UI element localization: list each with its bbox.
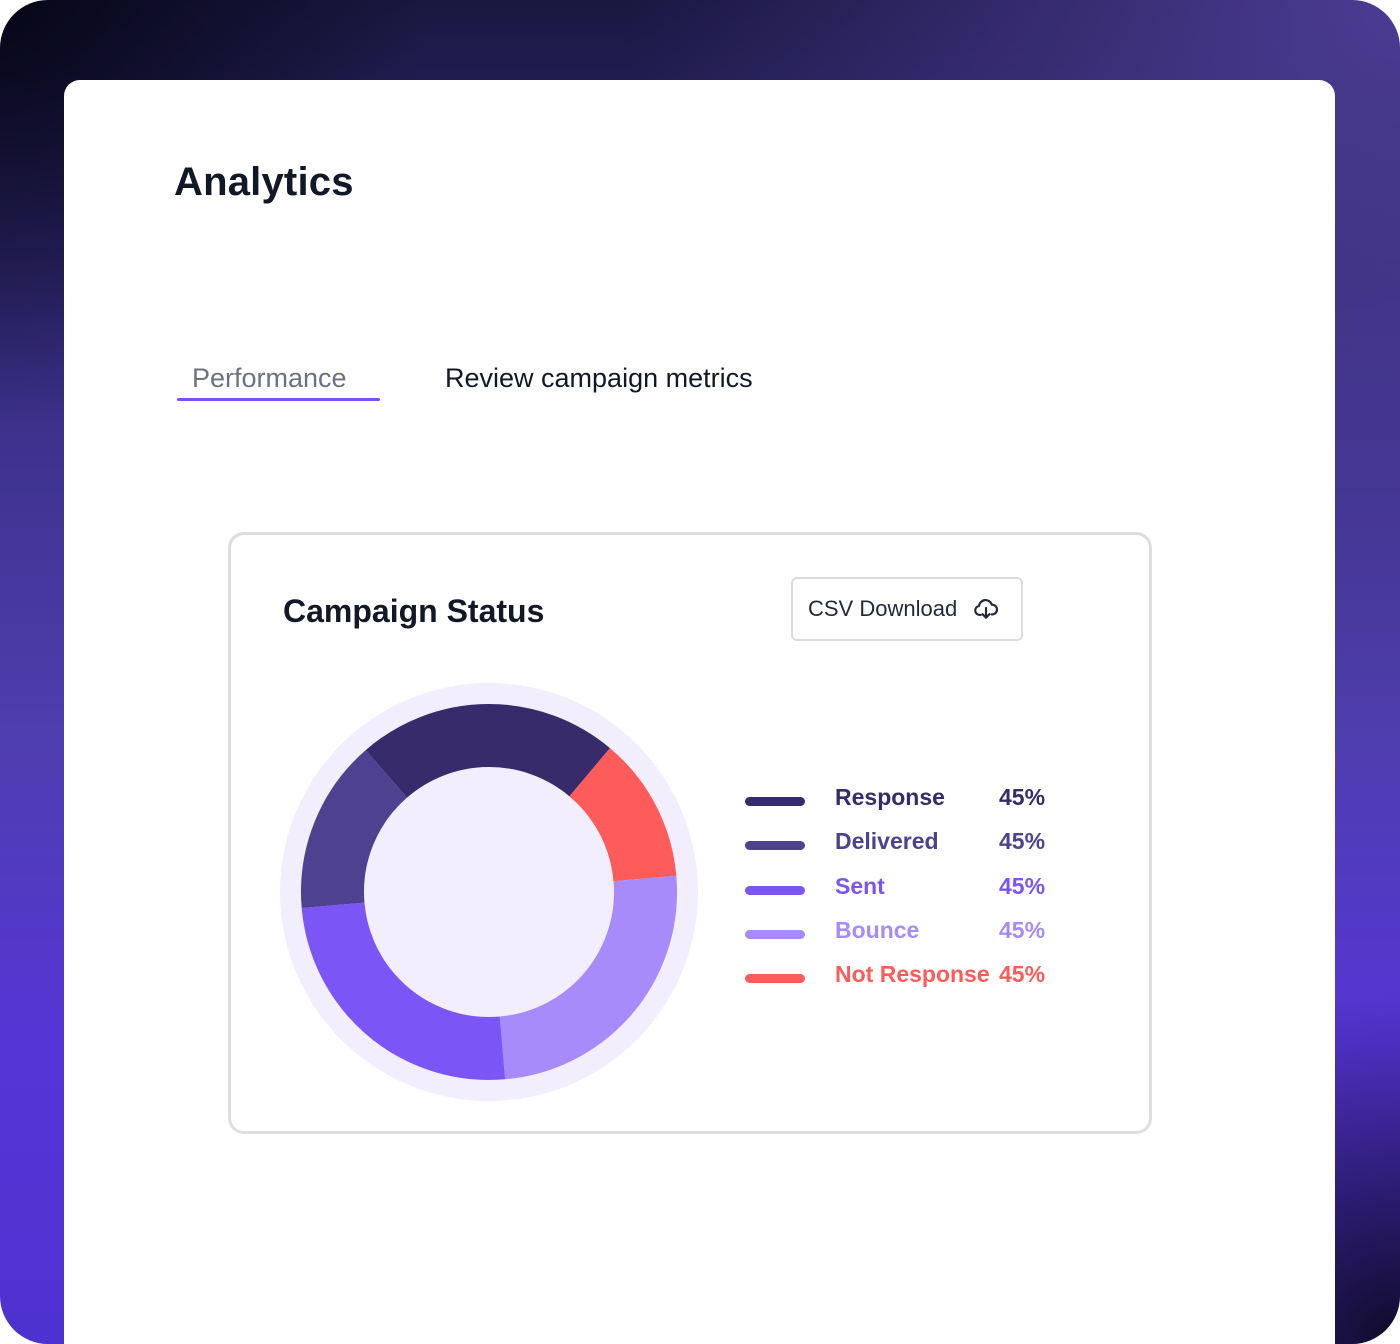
donut-slice-bounce [301,704,677,1080]
legend-value: 45% [999,784,1046,810]
legend-value: 45% [999,961,1046,988]
donut-slice-not-response [301,704,677,1080]
donut-slice-delivered [301,704,677,1080]
legend-swatch [745,797,805,806]
tab-review-campaign-metrics[interactable]: Review campaign metrics [445,363,753,393]
legend-value: 45% [999,872,1046,899]
analytics-card: Analytics Performance Review campaign me… [64,80,1335,1344]
page-title: Analytics [174,160,354,204]
legend-label: Delivered [835,828,939,855]
legend-swatch [745,885,805,895]
cloud-download-icon [973,596,999,622]
active-tab-indicator [177,398,380,401]
csv-download-label: CSV Download [808,596,958,621]
legend-label: Response [835,784,945,810]
legend-label: Bounce [835,916,920,943]
legend-swatch [745,974,805,984]
csv-download-button[interactable]: CSV Download [791,577,1023,641]
donut-center [365,768,613,1016]
legend-value: 45% [999,828,1046,855]
legend-label: Sent [835,872,885,899]
legend-swatch [745,841,805,851]
campaign-status-panel: Campaign Status CSV Download Response 45%… [228,532,1152,1134]
campaign-status-donut-chart [280,683,698,1101]
legend-label: Not Response [835,961,990,988]
campaign-status-title: Campaign Status [283,593,545,629]
legend-swatch [745,929,805,939]
donut-slice-sent [301,704,677,1080]
legend-value: 45% [999,916,1046,943]
tab-performance[interactable]: Performance [192,363,347,393]
